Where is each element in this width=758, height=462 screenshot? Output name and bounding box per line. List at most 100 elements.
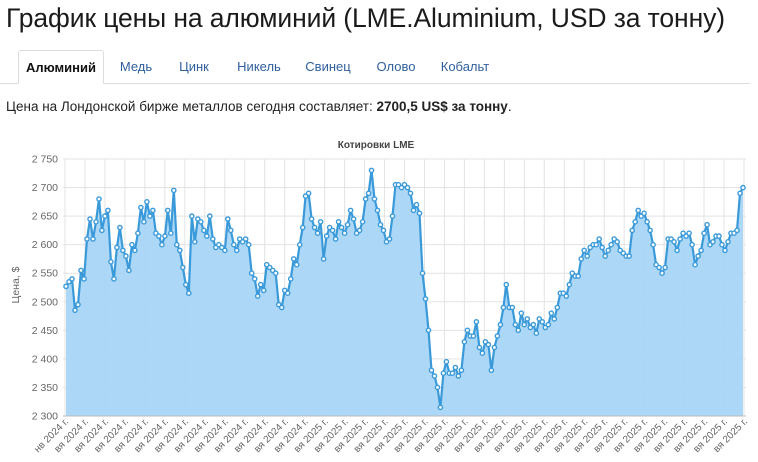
data-point[interactable] <box>602 253 609 259</box>
data-point[interactable] <box>206 213 213 219</box>
data-point[interactable] <box>584 253 591 259</box>
data-point[interactable] <box>419 270 426 276</box>
data-point[interactable] <box>659 270 665 276</box>
data-point[interactable] <box>108 259 114 265</box>
data-point[interactable] <box>105 207 111 214</box>
data-point[interactable] <box>368 167 375 174</box>
data-point[interactable] <box>63 283 69 290</box>
data-point[interactable] <box>437 404 444 411</box>
data-point[interactable] <box>191 239 198 245</box>
data-point[interactable] <box>164 207 171 214</box>
data-point[interactable] <box>608 241 615 248</box>
data-point[interactable] <box>386 236 393 242</box>
data-point[interactable] <box>245 241 252 248</box>
data-point[interactable] <box>422 296 429 302</box>
data-point[interactable] <box>449 370 456 376</box>
data-point[interactable] <box>359 219 366 225</box>
data-point[interactable] <box>350 216 357 222</box>
data-point[interactable] <box>698 247 704 254</box>
data-point[interactable] <box>233 247 240 254</box>
data-point[interactable] <box>156 233 162 239</box>
data-point[interactable] <box>188 213 195 219</box>
data-point[interactable] <box>674 247 680 254</box>
data-point[interactable] <box>734 227 740 234</box>
data-point[interactable] <box>335 219 342 225</box>
data-point[interactable] <box>332 236 339 242</box>
data-point[interactable] <box>159 241 165 248</box>
data-point[interactable] <box>284 290 291 296</box>
data-point[interactable] <box>299 224 306 231</box>
data-point[interactable] <box>647 227 653 234</box>
data-point[interactable] <box>440 370 447 376</box>
data-point[interactable] <box>78 267 84 274</box>
data-point[interactable] <box>111 276 117 282</box>
data-point[interactable] <box>533 330 540 336</box>
data-point[interactable] <box>458 367 465 374</box>
data-point[interactable] <box>701 230 707 236</box>
data-point[interactable] <box>413 201 420 208</box>
data-point[interactable] <box>614 239 621 245</box>
data-point[interactable] <box>491 344 498 351</box>
data-point[interactable] <box>626 253 633 259</box>
data-point[interactable] <box>512 321 519 328</box>
data-point[interactable] <box>138 204 144 211</box>
data-point[interactable] <box>431 373 438 379</box>
data-point[interactable] <box>365 190 372 197</box>
data-point[interactable] <box>290 256 297 262</box>
data-point[interactable] <box>566 281 573 288</box>
data-point[interactable] <box>72 307 78 314</box>
data-point[interactable] <box>704 221 710 228</box>
data-point[interactable] <box>167 230 174 236</box>
data-point[interactable] <box>443 358 450 365</box>
data-point[interactable] <box>521 321 528 328</box>
data-point[interactable] <box>126 267 132 274</box>
data-point[interactable] <box>135 230 141 236</box>
data-point[interactable] <box>548 310 555 316</box>
data-point[interactable] <box>428 367 435 374</box>
data-point[interactable] <box>455 373 462 379</box>
data-point[interactable] <box>114 244 120 251</box>
data-point[interactable] <box>305 190 312 197</box>
data-point[interactable] <box>329 227 336 234</box>
data-point[interactable] <box>132 247 138 254</box>
data-point[interactable] <box>737 190 743 197</box>
data-point[interactable] <box>251 276 258 282</box>
data-point[interactable] <box>551 316 558 322</box>
data-point[interactable] <box>575 273 582 279</box>
data-point[interactable] <box>581 247 588 254</box>
data-point[interactable] <box>314 230 321 236</box>
data-point[interactable] <box>278 304 285 311</box>
data-point[interactable] <box>722 247 728 254</box>
data-point[interactable] <box>170 187 177 194</box>
data-point[interactable] <box>341 230 348 236</box>
tab-copper[interactable]: Медь <box>119 59 153 74</box>
data-point[interactable] <box>287 276 294 282</box>
data-point[interactable] <box>515 327 522 334</box>
tab-nickel[interactable]: Никель <box>237 59 281 74</box>
data-point[interactable] <box>242 236 249 242</box>
data-point[interactable] <box>75 301 81 308</box>
data-point[interactable] <box>260 287 267 294</box>
data-point[interactable] <box>323 233 330 239</box>
tab-lead[interactable]: Свинец <box>305 59 351 74</box>
data-point[interactable] <box>272 270 279 276</box>
tab-aluminium[interactable]: Алюминий <box>18 50 104 84</box>
data-point[interactable] <box>296 241 303 248</box>
data-point[interactable] <box>605 247 612 254</box>
data-point[interactable] <box>93 219 99 225</box>
tab-tin[interactable]: Олово <box>376 59 416 74</box>
data-point[interactable] <box>377 221 384 228</box>
data-point[interactable] <box>248 270 255 276</box>
data-point[interactable] <box>488 367 495 374</box>
data-point[interactable] <box>320 256 327 262</box>
data-point[interactable] <box>185 290 192 296</box>
tab-zinc[interactable]: Цинк <box>179 59 209 74</box>
data-point[interactable] <box>641 210 647 217</box>
data-point[interactable] <box>671 239 677 245</box>
data-point[interactable] <box>182 281 189 288</box>
data-point[interactable] <box>599 244 606 251</box>
data-point[interactable] <box>689 241 695 248</box>
data-point[interactable] <box>470 333 477 339</box>
data-point[interactable] <box>476 344 483 351</box>
data-point[interactable] <box>539 318 546 325</box>
